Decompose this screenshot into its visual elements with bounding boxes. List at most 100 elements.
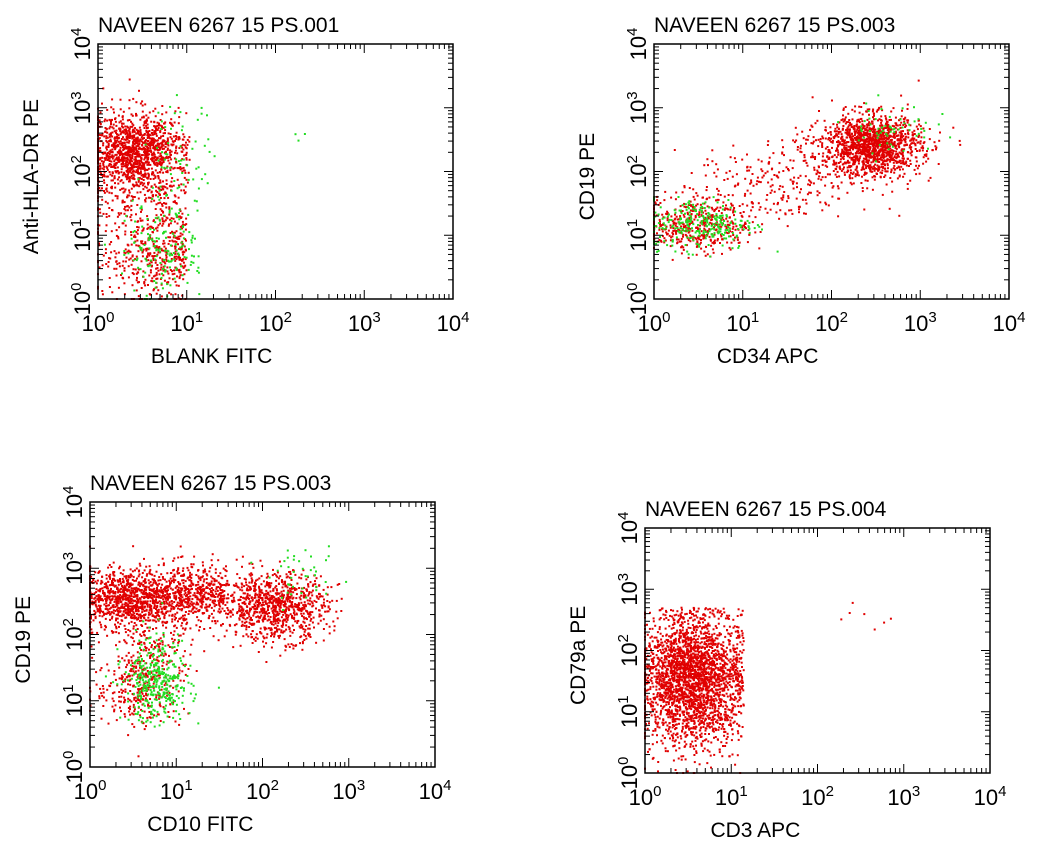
scatter-point-red	[130, 620, 133, 623]
scatter-point-red	[169, 133, 172, 135]
scatter-point-red	[151, 129, 154, 131]
scatter-point-red	[131, 155, 134, 158]
scatter-point-red	[182, 166, 185, 169]
scatter-point-red	[139, 102, 142, 105]
scatter-point-red	[870, 140, 873, 143]
scatter-point-red	[128, 170, 131, 173]
scatter-point-red	[147, 156, 150, 159]
scatter-point-green	[133, 230, 136, 232]
scatter-point-red	[793, 141, 796, 144]
scatter-point-red	[882, 128, 885, 131]
scatter-point-red	[900, 94, 903, 97]
scatter-point-green	[678, 231, 681, 234]
scatter-point-red	[106, 202, 109, 205]
scatter-point-red	[845, 141, 847, 144]
scatter-point-red	[915, 125, 918, 128]
scatter-point-red	[849, 138, 852, 141]
scatter-point-red	[861, 190, 864, 193]
scatter-point-red	[736, 238, 739, 241]
scatter-point-red	[144, 150, 147, 153]
scatter-point-red	[842, 158, 845, 160]
scatter-point-red	[804, 212, 807, 215]
scatter-point-red	[111, 209, 114, 212]
scatter-point-red	[802, 137, 805, 140]
scatter-point-red	[803, 156, 806, 159]
scatter-point-green	[860, 128, 863, 131]
scatter-point-red	[129, 156, 132, 159]
scatter-point-red	[154, 107, 157, 110]
scatter-point-red	[166, 165, 169, 168]
scatter-point-red	[163, 269, 166, 271]
scatter-point-red	[695, 192, 698, 195]
scatter-point-red	[137, 271, 140, 274]
scatter-point-red	[153, 174, 156, 177]
scatter-point-red	[738, 205, 741, 207]
scatter-point-red	[704, 209, 707, 212]
scatter-point-red	[840, 119, 843, 122]
scatter-point-red	[136, 137, 139, 140]
scatter-point-red	[115, 274, 118, 277]
scatter-point-red	[103, 165, 106, 168]
scatter-point-red	[184, 185, 187, 188]
scatter-point-red	[142, 188, 145, 191]
scatter-point-red	[666, 219, 669, 222]
scatter-point-red	[670, 215, 673, 218]
scatter-point-red	[867, 150, 870, 153]
scatter-point-red	[869, 137, 872, 140]
scatter-point-red	[115, 234, 118, 237]
scatter-point-red	[793, 176, 796, 179]
scatter-point-red	[130, 157, 133, 160]
scatter-point-red	[813, 166, 816, 169]
scatter-point-red	[881, 131, 884, 134]
scatter-point-red	[136, 191, 139, 194]
scatter-point-green	[687, 207, 690, 210]
scatter-point-red	[864, 149, 867, 152]
scatter-point-red	[172, 217, 175, 220]
scatter-point-red	[174, 110, 177, 113]
scatter-point-red	[768, 156, 771, 159]
scatter-point-red	[952, 126, 955, 129]
scatter-point-green	[668, 213, 670, 216]
scatter-point-red	[838, 121, 841, 124]
scatter-point-red	[958, 139, 961, 142]
scatter-point-red	[761, 170, 764, 173]
scatter-point-red	[156, 264, 159, 266]
scatter-point-red	[155, 203, 158, 206]
scatter-point-red	[710, 218, 713, 221]
scatter-point-red	[115, 619, 117, 622]
scatter-point-red	[863, 151, 866, 154]
scatter-point-red	[173, 245, 176, 248]
scatter-point-red	[910, 146, 913, 149]
scatter-point-red	[165, 111, 168, 114]
scatter-point-red	[141, 251, 144, 254]
scatter-point-red	[106, 141, 109, 144]
scatter-point-red	[122, 122, 125, 125]
scatter-point-red	[889, 147, 892, 150]
scatter-point-red	[138, 619, 141, 622]
scatter-point-red	[173, 194, 176, 197]
scatter-point-red	[146, 130, 149, 133]
scatter-point-red	[133, 148, 136, 151]
scatter-point-red	[169, 169, 172, 172]
scatter-point-red	[689, 234, 692, 237]
scatter-point-red	[751, 206, 754, 209]
scatter-point-red	[101, 187, 103, 190]
scatter-point-red	[916, 128, 919, 131]
scatter-point-red	[140, 164, 143, 167]
scatter-point-red	[168, 213, 171, 216]
scatter-point-red	[848, 153, 851, 156]
scatter-point-red	[129, 257, 132, 260]
scatter-point-red	[156, 124, 159, 127]
scatter-point-red	[113, 165, 116, 167]
scatter-point-red	[103, 612, 106, 615]
scatter-point-red	[890, 156, 892, 159]
scatter-point-red	[728, 216, 731, 219]
scatter-point-green	[206, 182, 209, 185]
scatter-point-red	[689, 240, 692, 243]
scatter-point-red	[123, 267, 126, 270]
scatter-point-red	[103, 603, 106, 606]
scatter-point-red	[115, 141, 118, 144]
scatter-point-red	[890, 171, 893, 174]
scatter-point-green	[708, 223, 710, 226]
scatter-point-red	[157, 590, 160, 593]
